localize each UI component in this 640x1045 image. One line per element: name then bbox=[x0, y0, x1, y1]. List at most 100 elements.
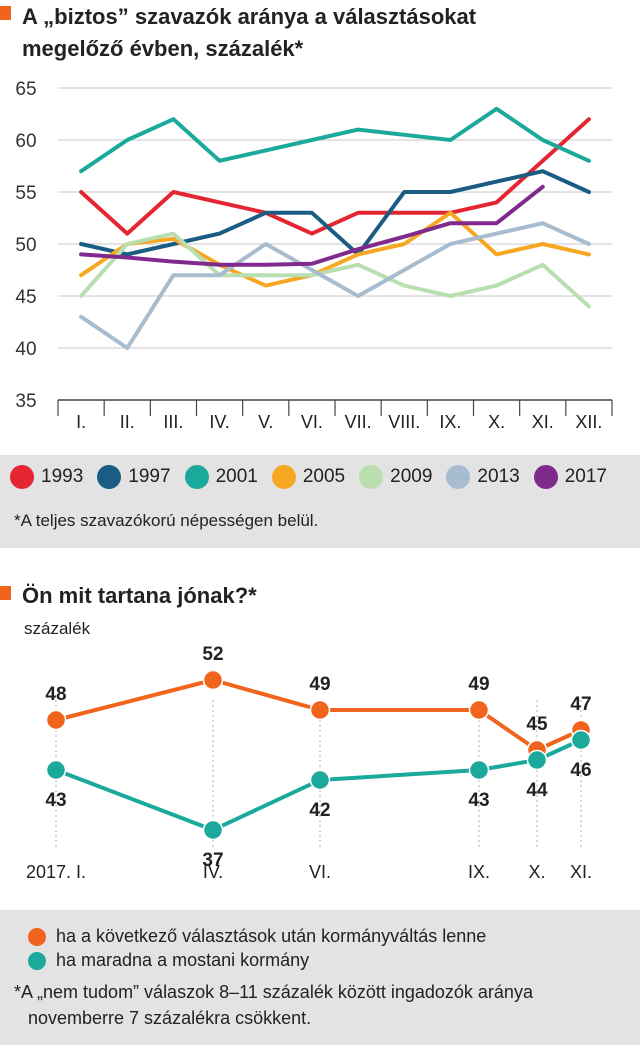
chart1-legend: 1993 1997 2001 2005 2009 2013 2017 bbox=[10, 465, 621, 489]
legend-label-change: ha a következő választások után kormányv… bbox=[56, 926, 487, 946]
legend-item-change: ha a következő választások után kormányv… bbox=[28, 926, 486, 947]
x-tick-label: X. bbox=[488, 412, 505, 432]
chart1-legend-panel: 1993 1997 2001 2005 2009 2013 2017 *A teljes s… bbox=[0, 455, 640, 548]
x-tick-label: VIII. bbox=[388, 412, 420, 432]
x-tick-label: VI. bbox=[301, 412, 323, 432]
voter-share-line-chart: A „biztos” szavazók aránya a választások… bbox=[0, 4, 613, 432]
legend-item-1993: 1993 bbox=[10, 465, 83, 489]
data-point bbox=[468, 699, 490, 721]
data-label: 49 bbox=[309, 674, 330, 695]
data-point bbox=[45, 759, 67, 781]
legend-dot-stay bbox=[28, 951, 46, 970]
legend-item-2017: 2017 bbox=[533, 465, 607, 489]
chart1-footnote: *A teljes szavazókorú népességen belül. bbox=[14, 511, 319, 530]
legend-label: 1993 bbox=[41, 466, 84, 487]
data-label: 48 bbox=[45, 684, 66, 705]
data-point bbox=[45, 709, 67, 731]
legend-dot bbox=[184, 465, 209, 489]
x-tick-label: XI. bbox=[532, 412, 554, 432]
y-tick-label: 65 bbox=[15, 79, 36, 100]
legend-dot-change bbox=[28, 927, 46, 946]
data-point bbox=[202, 669, 224, 691]
legend-dot bbox=[97, 465, 122, 489]
x-tick-label: X. bbox=[528, 862, 545, 882]
data-label: 45 bbox=[526, 714, 548, 735]
data-label: 43 bbox=[45, 790, 66, 811]
legend-dot bbox=[359, 465, 384, 489]
chart2-legend-panel: ha a következő választások után kormányv… bbox=[0, 910, 640, 1045]
x-tick-label: I. bbox=[76, 412, 86, 432]
series-line-1993 bbox=[79, 117, 591, 236]
data-label: 42 bbox=[309, 800, 330, 821]
chart-title-line1: A „biztos” szavazók aránya a választások… bbox=[22, 4, 477, 29]
x-tick-label: II. bbox=[120, 412, 135, 432]
data-point bbox=[202, 819, 224, 841]
x-tick-label: VII. bbox=[345, 412, 372, 432]
y-tick-label: 50 bbox=[15, 235, 36, 256]
y-tick-label: 40 bbox=[15, 339, 36, 360]
data-label: 44 bbox=[526, 780, 548, 801]
chart1-x-axis: I. II. III. IV. V. VI. VII. VIII. IX. X. XI. XII. bbox=[57, 400, 613, 432]
series-line-2005 bbox=[79, 210, 591, 288]
legend-item-2009: 2009 bbox=[359, 465, 432, 489]
legend-label: 2013 bbox=[477, 466, 520, 487]
legend-dot bbox=[446, 465, 471, 489]
chart2-series-lines: 48 52 49 49 45 47 43 37 42 43 44 46 bbox=[45, 644, 591, 871]
legend-dot bbox=[10, 465, 34, 489]
data-label: 37 bbox=[202, 850, 223, 871]
chart1-series-lines bbox=[79, 106, 591, 350]
data-point bbox=[526, 749, 548, 771]
data-point bbox=[309, 769, 331, 791]
series-line-2009 bbox=[79, 231, 591, 309]
x-tick-label: XII. bbox=[575, 412, 602, 432]
chart2-title: Ön mit tartana jónak?* bbox=[22, 583, 257, 608]
data-label: 49 bbox=[468, 674, 489, 695]
data-label: 46 bbox=[570, 760, 591, 781]
x-tick-label: IV. bbox=[209, 412, 229, 432]
x-tick-label: IX. bbox=[468, 862, 490, 882]
legend-label: 2009 bbox=[390, 466, 433, 487]
legend-label: 2001 bbox=[215, 466, 258, 487]
legend-item-2005: 2005 bbox=[271, 465, 346, 489]
data-label: 43 bbox=[468, 790, 489, 811]
series-line-2001 bbox=[79, 106, 591, 174]
legend-label: 1997 bbox=[128, 466, 171, 487]
legend-label: 2017 bbox=[564, 466, 607, 487]
y-tick-label: 60 bbox=[15, 131, 36, 152]
chart-title-line2: megelőző évben, százalék* bbox=[22, 36, 304, 61]
legend-label-stay: ha maradna a mostani kormány bbox=[56, 950, 310, 970]
legend-label: 2005 bbox=[302, 466, 346, 487]
legend-item-2001: 2001 bbox=[184, 465, 258, 489]
chart2-footnote-line1: *A „nem tudom” válaszok 8–11 százalék kö… bbox=[14, 982, 533, 1002]
series-line-1997 bbox=[79, 169, 591, 257]
series-line-2017 bbox=[79, 184, 545, 267]
legend-item-1997: 1997 bbox=[97, 465, 171, 489]
x-tick-label: XI. bbox=[570, 862, 592, 882]
x-tick-label: IX. bbox=[439, 412, 461, 432]
x-tick-label: V. bbox=[258, 412, 273, 432]
x-tick-label: VI. bbox=[309, 862, 331, 882]
chart2-x-axis: 2017. I. IV. VI. IX. X. XI. bbox=[26, 862, 592, 882]
legend-item-2013: 2013 bbox=[446, 465, 520, 489]
legend-item-stay: ha maradna a mostani kormány bbox=[28, 950, 309, 971]
chart2-unit-label: százalék bbox=[24, 619, 91, 638]
x-tick-label: 2017. I. bbox=[26, 862, 86, 882]
y-tick-label: 35 bbox=[15, 391, 36, 412]
data-point bbox=[468, 759, 490, 781]
chart1-y-axis: 35 40 45 50 55 60 65 bbox=[15, 79, 36, 412]
data-label: 52 bbox=[202, 644, 223, 665]
legend-dot bbox=[533, 465, 558, 489]
data-label: 47 bbox=[570, 694, 591, 715]
y-tick-label: 55 bbox=[15, 183, 36, 204]
data-point bbox=[309, 699, 331, 721]
x-tick-label: IV. bbox=[203, 862, 223, 882]
title-marker bbox=[0, 6, 11, 20]
government-preference-chart: Ön mit tartana jónak?* százalék 48 52 49 49… bbox=[0, 583, 592, 882]
series-line-2013 bbox=[79, 221, 591, 350]
legend-dot bbox=[271, 465, 296, 489]
chart2-footnote-line2: novemberre 7 százalékra csökkent. bbox=[28, 1008, 312, 1028]
title-marker bbox=[0, 586, 11, 600]
data-point bbox=[570, 729, 592, 751]
y-tick-label: 45 bbox=[15, 287, 36, 308]
x-tick-label: III. bbox=[163, 412, 183, 432]
